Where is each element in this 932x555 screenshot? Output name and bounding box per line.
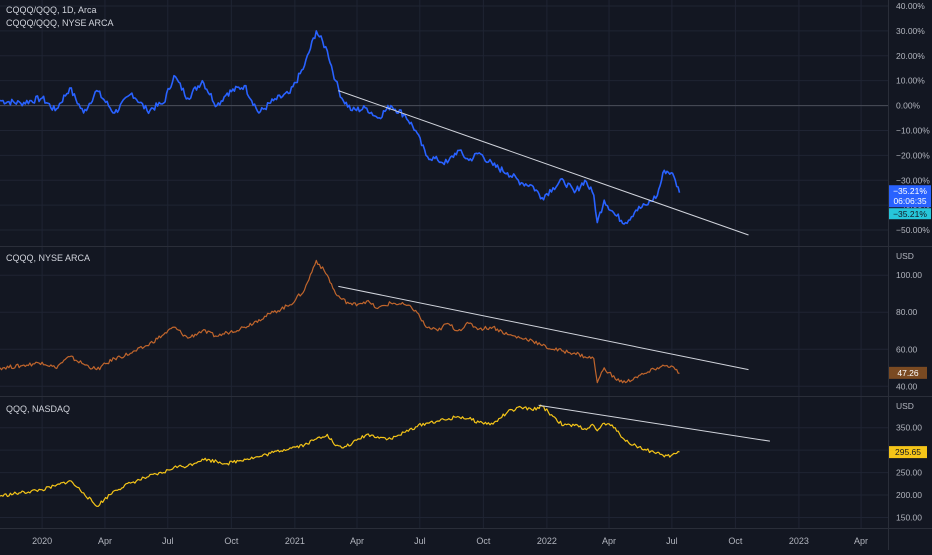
time-axis-label: Apr [854, 536, 868, 546]
time-axis-label: Oct [476, 536, 491, 546]
time-axis-label: 2020 [32, 536, 52, 546]
price-axis-label: 250.00 [896, 468, 922, 478]
time-axis-label: 2022 [537, 536, 557, 546]
qqq-title: QQQ, NASDAQ [6, 404, 71, 414]
price-axis-label: −50.00% [896, 225, 930, 235]
ratio-title-line2: CQQQ/QQQ, NYSE ARCA [6, 18, 114, 28]
time-axis-label: Jul [414, 536, 426, 546]
time-axis-label: Jul [162, 536, 174, 546]
cqqq-last-price-badge: 47.26 [889, 366, 927, 379]
ratio-pane-subtitle: CQQQ/QQQ, NYSE ARCA [6, 18, 114, 28]
ratio-last-price-badge: −35.21%06:06:35−35.21% [889, 185, 931, 220]
time-axis-label: Jul [666, 536, 678, 546]
cqqq-badge-bg [889, 366, 927, 379]
ratio-pane-title: CQQQ/QQQ, 1D, Arca [6, 5, 97, 15]
ratio-badge-value: −35.21% [893, 186, 927, 196]
qqq-trendline[interactable] [538, 404, 770, 442]
qqq-price-line[interactable] [0, 404, 680, 507]
price-axis-label: 20.00% [896, 51, 925, 61]
price-axis-label: 40.00 [896, 381, 918, 391]
time-axis-label: 2021 [285, 536, 305, 546]
qqq-badge-bg [889, 446, 927, 459]
ratio-title-line1: CQQQ/QQQ, 1D, Arca [6, 5, 97, 15]
price-axis-label: 80.00 [896, 307, 918, 317]
price-axis-label: 350.00 [896, 423, 922, 433]
price-axis-label: 10.00% [896, 76, 925, 86]
price-axis-label: 0.00% [896, 101, 921, 111]
ratio-badge2-bg [889, 208, 931, 220]
cqqq-pane-title: CQQQ, NYSE ARCA [6, 253, 90, 263]
price-axis-label: 40.00% [896, 1, 925, 11]
price-axis-label: −30.00% [896, 175, 930, 185]
ratio-trendline[interactable] [338, 90, 749, 236]
ratio-badge-bg [889, 185, 931, 208]
time-axis-label: 2023 [789, 536, 809, 546]
qqq-pane-title: QQQ, NASDAQ [6, 404, 70, 414]
ratio-badge-countdown: 06:06:35 [893, 196, 926, 206]
cqqq-trendline[interactable] [338, 285, 749, 371]
price-axis-label: −20.00% [896, 150, 930, 160]
price-axis-unit: USD [896, 251, 914, 261]
time-axis-label: Apr [350, 536, 364, 546]
qqq-last-price-badge: 295.65 [889, 446, 927, 459]
cqqq-price-line[interactable] [0, 259, 680, 384]
price-axis-label: 30.00% [896, 26, 925, 36]
ratio-price-line[interactable] [0, 30, 681, 225]
qqq-badge-value: 295.65 [895, 447, 921, 457]
price-axis-label: 150.00 [896, 513, 922, 523]
price-axis-label: 200.00 [896, 490, 922, 500]
time-axis-label: Oct [224, 536, 239, 546]
price-axis-unit: USD [896, 401, 914, 411]
price-axis-label: 100.00 [896, 270, 922, 280]
ratio-badge2-value: −35.21% [893, 209, 927, 219]
cqqq-title: CQQQ, NYSE ARCA [6, 253, 91, 263]
time-axis-label: Apr [602, 536, 616, 546]
price-axis-label: 60.00 [896, 344, 918, 354]
time-axis-label: Apr [98, 536, 112, 546]
cqqq-badge-value: 47.26 [897, 368, 919, 378]
time-axis-label: Oct [728, 536, 743, 546]
price-axis-label: −10.00% [896, 125, 930, 135]
